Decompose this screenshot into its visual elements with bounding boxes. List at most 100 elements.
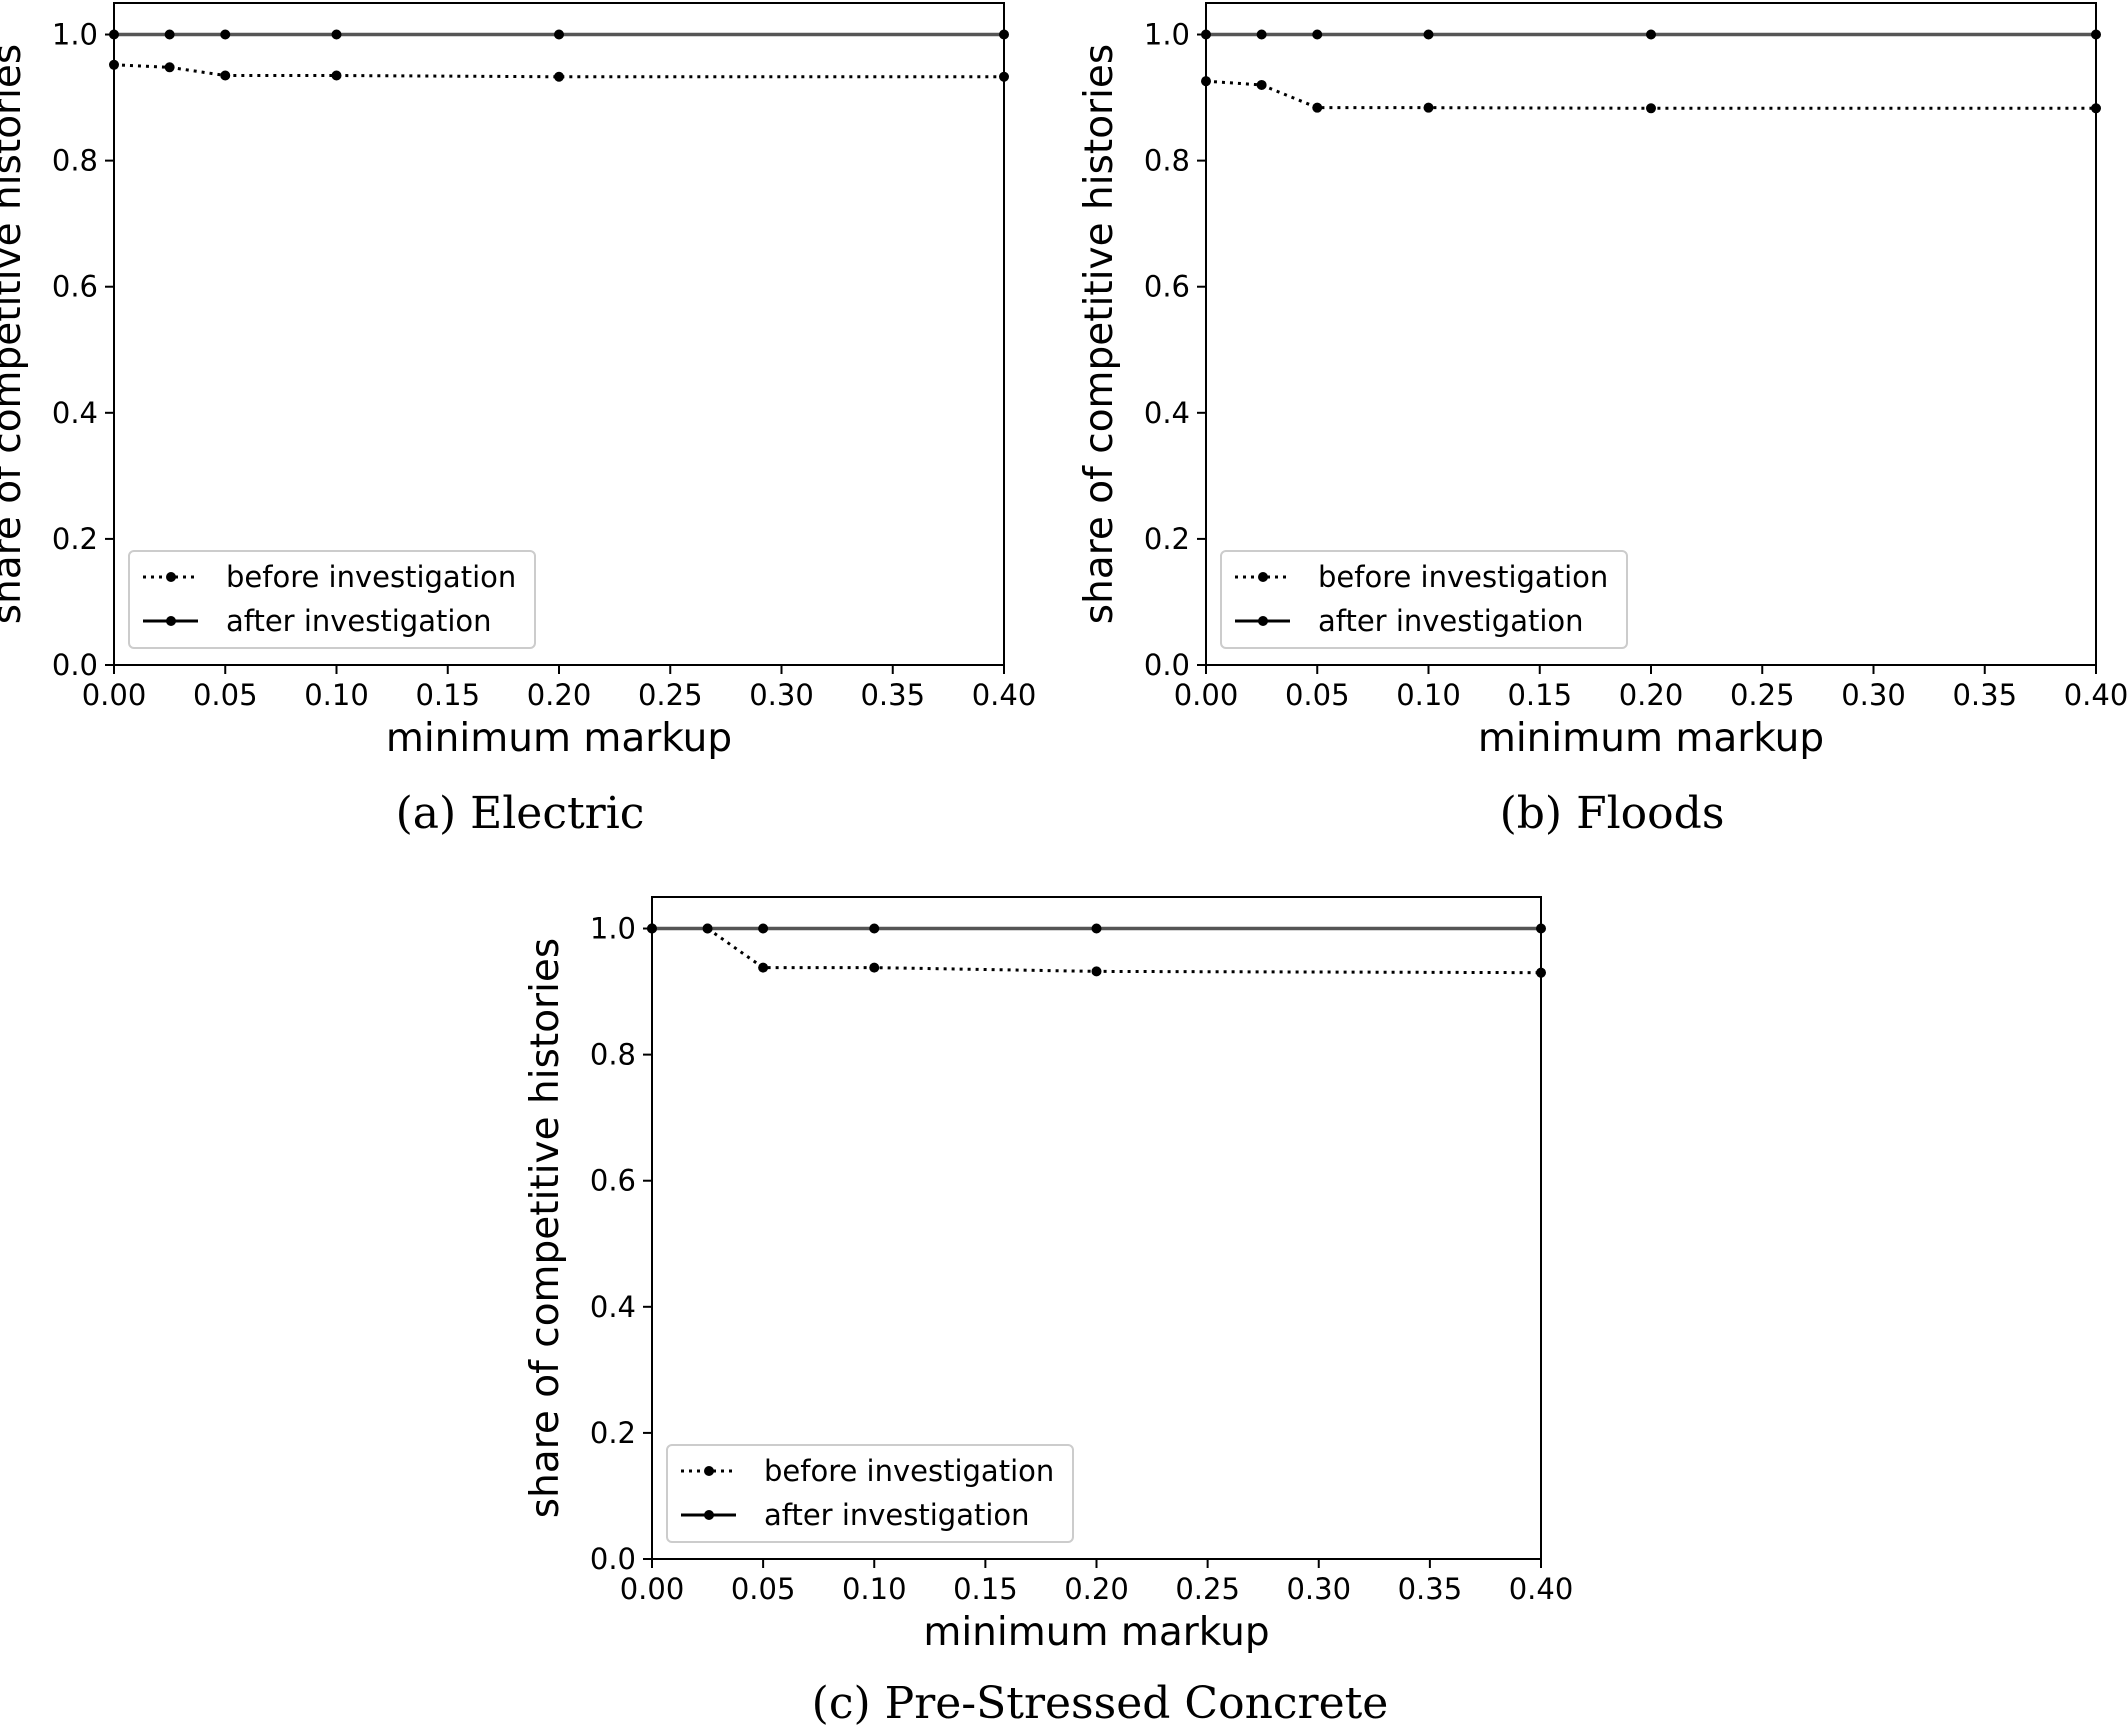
panel-caption: (b) Floods <box>1500 788 1725 839</box>
x-tick-label: 0.00 <box>82 678 147 712</box>
chart-panel-2: 0.0 0.2 0.4 0.6 0.8 1.0 0.00 0.05 0.10 0.15 0.20 0.… <box>1077 2 2128 839</box>
x-axis-label: minimum markup <box>1478 716 1824 761</box>
y-tick-label: 1.0 <box>52 18 98 52</box>
y-axis-label: share of competitive histories <box>523 938 568 1518</box>
legend-swatch-marker <box>704 1510 714 1520</box>
x-tick-label: 0.10 <box>1396 678 1461 712</box>
x-tick-label: 0.25 <box>1730 678 1795 712</box>
legend-swatch-marker <box>166 616 176 626</box>
x-tick-label: 0.40 <box>972 678 1037 712</box>
legend-label: after investigation <box>764 1498 1030 1532</box>
legend-label: before investigation <box>226 560 516 594</box>
legend-swatch-marker <box>704 1466 714 1476</box>
data-point-after <box>869 923 880 934</box>
data-point-after <box>702 923 713 934</box>
legend-swatch-marker <box>1258 616 1268 626</box>
data-point-after <box>1256 29 1267 40</box>
y-tick-label: 0.4 <box>1144 396 1190 430</box>
y-axis-label: share of competitive histories <box>0 44 30 624</box>
data-point-after <box>1312 29 1323 40</box>
chart-panel-1: 0.0 0.2 0.4 0.6 0.8 1.0 0.00 0.05 0.10 0.15 0.20 0.… <box>0 2 1037 839</box>
legend-box <box>1220 550 1628 649</box>
x-tick-label: 0.30 <box>749 678 814 712</box>
data-point-before <box>1312 102 1323 113</box>
data-point-after <box>109 29 119 40</box>
x-tick-label: 0.15 <box>1507 678 1572 712</box>
legend-swatch-marker <box>1258 572 1268 582</box>
series-line-before-investigation <box>652 927 1542 975</box>
y-tick-label: 0.2 <box>52 522 98 556</box>
data-point-after <box>220 29 231 40</box>
x-tick-label: 0.30 <box>1841 678 1906 712</box>
x-tick-label: 0.40 <box>1509 1572 1574 1606</box>
data-point-before <box>1536 967 1546 978</box>
y-tick-label: 0.8 <box>590 1038 636 1072</box>
data-point-before <box>999 71 1009 82</box>
y-tick-label: 0.6 <box>52 270 98 304</box>
y-tick-label: 1.0 <box>590 912 636 946</box>
data-point-before <box>1423 102 1434 113</box>
x-tick-label: 0.35 <box>860 678 925 712</box>
x-tick-label: 0.30 <box>1286 1572 1351 1606</box>
x-tick-label: 0.15 <box>953 1572 1018 1606</box>
data-point-before <box>1201 76 1211 87</box>
y-tick-label: 0.6 <box>590 1164 636 1198</box>
data-point-after <box>1423 29 1434 40</box>
x-axis-label: minimum markup <box>923 1610 1269 1655</box>
x-tick-label: 0.25 <box>638 678 703 712</box>
data-point-before <box>554 71 564 82</box>
data-point-before <box>220 70 231 81</box>
y-tick-label: 0.0 <box>590 1542 636 1576</box>
panel-caption: (c) Pre-Stressed Concrete <box>812 1678 1389 1729</box>
x-tick-label: 0.20 <box>1064 1572 1129 1606</box>
data-point-before <box>1646 103 1656 114</box>
x-tick-label: 0.20 <box>527 678 592 712</box>
data-point-before <box>1256 79 1267 90</box>
y-tick-label: 0.6 <box>1144 270 1190 304</box>
y-tick-label: 0.2 <box>1144 522 1190 556</box>
x-tick-label: 0.00 <box>620 1572 685 1606</box>
legend-label: before investigation <box>764 1454 1054 1488</box>
x-tick-label: 0.10 <box>842 1572 907 1606</box>
data-point-after <box>1646 29 1656 40</box>
chart-panel-3: 0.0 0.2 0.4 0.6 0.8 1.0 0.00 0.05 0.10 0.15 0.20 0.… <box>523 896 1574 1729</box>
x-tick-label: 0.05 <box>193 678 258 712</box>
data-point-after <box>331 29 342 40</box>
data-point-before <box>758 962 769 973</box>
data-point-after <box>1201 29 1211 40</box>
data-point-after <box>647 923 657 934</box>
y-tick-label: 0.4 <box>52 396 98 430</box>
data-point-after <box>164 29 175 40</box>
y-tick-label: 1.0 <box>1144 18 1190 52</box>
data-point-after <box>999 29 1009 40</box>
x-tick-label: 0.15 <box>415 678 480 712</box>
x-tick-label: 0.25 <box>1175 1572 1240 1606</box>
data-point-before <box>2091 103 2101 114</box>
data-point-before <box>1091 966 1102 977</box>
legend: before investigation after investigation <box>666 1444 1074 1543</box>
y-tick-label: 0.2 <box>590 1416 636 1450</box>
legend-label: before investigation <box>1318 560 1608 594</box>
legend-swatch-marker <box>166 572 176 582</box>
x-tick-label: 0.35 <box>1398 1572 1463 1606</box>
y-tick-label: 0.0 <box>1144 648 1190 682</box>
panel-caption: (a) Electric <box>396 788 645 839</box>
data-point-after <box>758 923 769 934</box>
data-point-after <box>554 29 564 40</box>
x-tick-label: 0.35 <box>1952 678 2017 712</box>
legend-label: after investigation <box>1318 604 1584 638</box>
data-point-before <box>164 62 175 73</box>
data-point-after <box>1536 923 1546 934</box>
y-tick-label: 0.4 <box>590 1290 636 1324</box>
y-tick-label: 0.0 <box>52 648 98 682</box>
legend-label: after investigation <box>226 604 492 638</box>
x-tick-label: 0.05 <box>731 1572 796 1606</box>
legend: before investigation after investigation <box>1220 550 1628 649</box>
data-point-before <box>109 59 119 70</box>
x-tick-label: 0.20 <box>1619 678 1684 712</box>
data-point-after <box>1091 923 1102 934</box>
y-tick-label: 0.8 <box>52 144 98 178</box>
x-tick-label: 0.05 <box>1285 678 1350 712</box>
